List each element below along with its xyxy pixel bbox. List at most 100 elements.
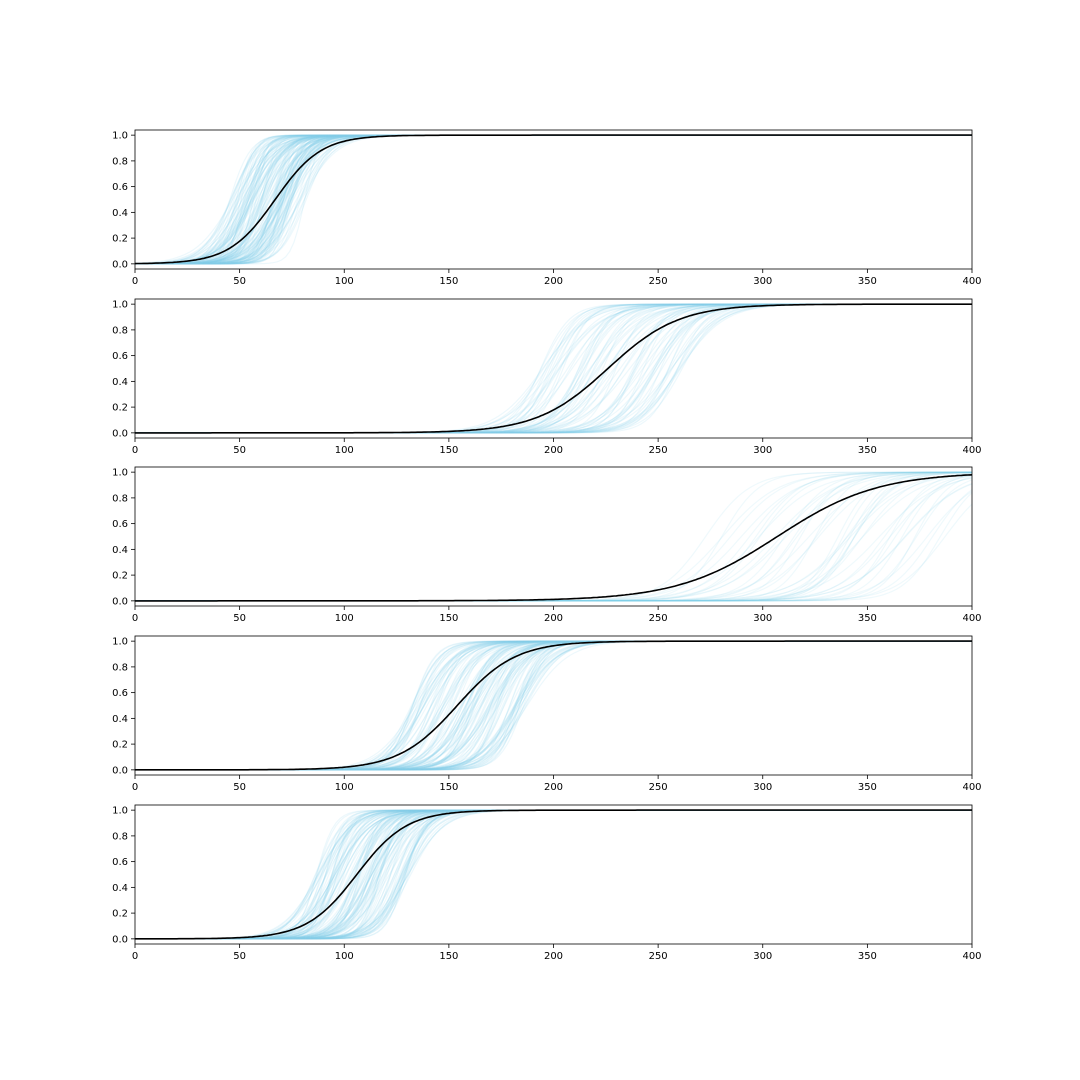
x-tick-label: 350 bbox=[858, 613, 877, 624]
subplot-1: 0 50 100 150 200 250 300 350 400 0.0 0.2 0.4 0.6 0.8 1… bbox=[112, 129, 982, 287]
x-tick-label: 0 bbox=[132, 613, 138, 624]
x-tick-label: 100 bbox=[335, 276, 354, 287]
y-tick-label: 0.4 bbox=[112, 208, 128, 219]
sample-curve bbox=[135, 809, 972, 940]
x-tick-label: 250 bbox=[649, 445, 668, 456]
sample-curve bbox=[135, 809, 972, 940]
sample-curve bbox=[135, 809, 972, 940]
sample-curve bbox=[135, 809, 972, 940]
sample-curve bbox=[135, 809, 972, 940]
sample-curve bbox=[135, 809, 972, 940]
sample-curve bbox=[135, 809, 972, 940]
x-tick-label: 200 bbox=[544, 276, 563, 287]
sample-curve bbox=[135, 809, 972, 940]
sample-curve bbox=[135, 809, 972, 940]
sample-curve bbox=[135, 809, 972, 940]
sample-curve bbox=[135, 809, 972, 940]
sample-curve bbox=[135, 809, 972, 940]
x-tick-label: 100 bbox=[335, 951, 354, 962]
subplot-5: 0 50 100 150 200 250 300 350 400 0.0 0.2 0.4 0.6 0.8 1… bbox=[112, 804, 982, 962]
x-tick-label: 400 bbox=[962, 613, 981, 624]
y-tick-label: 0.8 bbox=[112, 493, 128, 504]
sample-curve bbox=[135, 809, 972, 940]
sample-curve bbox=[135, 809, 972, 940]
x-tick-label: 0 bbox=[132, 276, 138, 287]
x-tick-label: 200 bbox=[544, 445, 563, 456]
sample-curve bbox=[135, 809, 972, 940]
sample-curve bbox=[135, 809, 972, 940]
sample-curve bbox=[135, 809, 972, 940]
sample-curve bbox=[135, 809, 972, 940]
sample-curve bbox=[135, 809, 972, 940]
subplot-2: 0 50 100 150 200 250 300 350 400 0.0 0.2 0.4 0.6 0.8 1… bbox=[112, 298, 982, 456]
sample-curve bbox=[135, 809, 972, 940]
sample-curve bbox=[135, 809, 972, 940]
sample-curve bbox=[135, 809, 972, 940]
y-tick-label: 0.4 bbox=[112, 883, 128, 894]
sample-curve bbox=[135, 492, 972, 602]
y-tick-label: 0.2 bbox=[112, 740, 128, 751]
sample-curve bbox=[135, 809, 972, 940]
y-tick-label: 0.0 bbox=[112, 934, 128, 945]
y-tick-label: 0.6 bbox=[112, 182, 128, 193]
sample-curve bbox=[135, 809, 972, 940]
sample-curve bbox=[135, 809, 972, 940]
sample-curve bbox=[135, 809, 972, 940]
x-tick-label: 50 bbox=[233, 276, 246, 287]
x-tick-label: 400 bbox=[962, 782, 981, 793]
sample-curve bbox=[135, 809, 972, 940]
y-tick-label: 1.0 bbox=[112, 300, 128, 311]
sample-curve bbox=[135, 809, 972, 940]
x-tick-label: 150 bbox=[439, 276, 458, 287]
y-tick-label: 0.6 bbox=[112, 857, 128, 868]
sample-curve bbox=[135, 809, 972, 940]
sample-curve bbox=[135, 809, 972, 940]
plot-area bbox=[135, 640, 972, 771]
sample-curve bbox=[135, 809, 972, 940]
y-tick-label: 0.6 bbox=[112, 519, 128, 530]
x-tick-label: 100 bbox=[335, 445, 354, 456]
sample-curve bbox=[135, 809, 972, 940]
sample-curve bbox=[135, 809, 972, 940]
sample-curve bbox=[135, 809, 972, 940]
sample-curve bbox=[135, 809, 972, 940]
sample-curve bbox=[135, 809, 972, 940]
x-tick-label: 300 bbox=[753, 276, 772, 287]
sample-curve bbox=[135, 809, 972, 940]
sample-curve bbox=[135, 809, 972, 940]
y-tick-label: 0.4 bbox=[112, 714, 128, 725]
y-tick-label: 0.0 bbox=[112, 765, 128, 776]
x-tick-label: 100 bbox=[335, 782, 354, 793]
sample-curve bbox=[135, 490, 972, 602]
sample-curve bbox=[135, 809, 972, 940]
sample-curve bbox=[135, 809, 972, 940]
mean-curve bbox=[135, 809, 972, 940]
sample-curve bbox=[135, 809, 972, 940]
y-tick-label: 0.4 bbox=[112, 545, 128, 556]
sample-curve bbox=[135, 809, 972, 940]
sample-curve bbox=[135, 809, 972, 940]
x-tick-label: 400 bbox=[962, 951, 981, 962]
plot-area bbox=[135, 471, 972, 602]
sample-curve bbox=[135, 472, 972, 602]
sample-curve bbox=[135, 809, 972, 940]
sample-curve bbox=[135, 809, 972, 940]
sample-curve bbox=[135, 809, 972, 940]
mean-curve bbox=[135, 134, 972, 265]
sample-curve bbox=[135, 809, 972, 940]
sample-curve bbox=[135, 809, 972, 940]
sample-curve bbox=[135, 809, 972, 940]
sample-curve bbox=[135, 640, 972, 771]
x-tick-label: 350 bbox=[858, 276, 877, 287]
x-tick-label: 150 bbox=[439, 445, 458, 456]
x-tick-label: 250 bbox=[649, 613, 668, 624]
sample-curve bbox=[135, 809, 972, 940]
sample-curve bbox=[135, 809, 972, 940]
sample-curve bbox=[135, 809, 972, 940]
sample-curve bbox=[135, 809, 972, 940]
sample-curve bbox=[135, 809, 972, 940]
sample-curve bbox=[135, 809, 972, 940]
sample-curve bbox=[135, 809, 972, 940]
x-tick-label: 400 bbox=[962, 276, 981, 287]
sample-curve bbox=[135, 809, 972, 940]
